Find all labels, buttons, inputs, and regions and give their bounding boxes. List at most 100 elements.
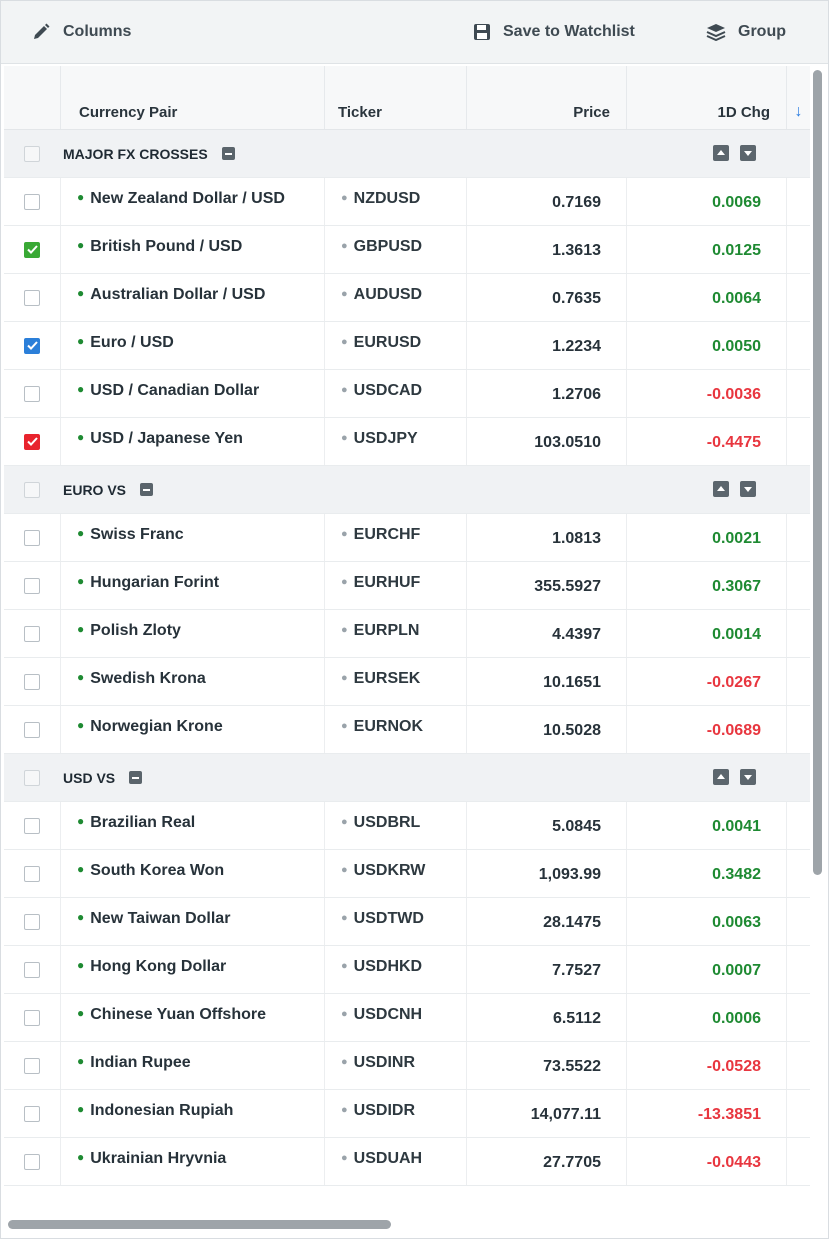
row-checkbox[interactable] (24, 1057, 40, 1074)
row-checkbox[interactable] (24, 961, 40, 978)
move-down-icon[interactable] (740, 481, 756, 497)
currency-pair-cell[interactable]: ● Polish Zloty (60, 610, 324, 657)
vertical-scrollbar[interactable] (813, 70, 824, 1220)
currency-pair-cell[interactable]: ● Swiss Franc (60, 514, 324, 561)
ticker-cell[interactable]: ● EURHUF (324, 562, 466, 609)
table-row[interactable]: ● Swedish Krona ● EURSEK 10.1651 -0.0267 (4, 658, 810, 706)
ticker-cell[interactable]: ● EURCHF (324, 514, 466, 561)
move-down-icon[interactable] (740, 769, 756, 785)
ticker-cell[interactable]: ● USDKRW (324, 850, 466, 897)
currency-pair-cell[interactable]: ● USD / Canadian Dollar (60, 370, 324, 417)
columns-button[interactable]: Columns (31, 1, 131, 63)
save-to-watchlist-button[interactable]: Save to Watchlist (473, 1, 635, 63)
table-row[interactable]: ● Hungarian Forint ● EURHUF 355.5927 0.3067 (4, 562, 810, 610)
row-checkbox[interactable] (24, 625, 40, 642)
row-checkbox[interactable] (24, 865, 40, 882)
horizontal-scroll-thumb[interactable] (8, 1220, 391, 1229)
move-up-icon[interactable] (713, 145, 729, 161)
header-currency-pair[interactable]: Currency Pair (60, 66, 324, 129)
table-row[interactable]: ● Chinese Yuan Offshore ● USDCNH 6.5112 0.000… (4, 994, 810, 1042)
row-checkbox[interactable] (24, 817, 40, 834)
table-row[interactable]: ● Australian Dollar / USD ● AUDUSD 0.7635 0.0… (4, 274, 810, 322)
ticker-cell[interactable]: ● USDBRL (324, 802, 466, 849)
table-row[interactable]: ● Polish Zloty ● EURPLN 4.4397 0.0014 (4, 610, 810, 658)
currency-pair-cell[interactable]: ● Australian Dollar / USD (60, 274, 324, 321)
ticker-cell[interactable]: ● USDIDR (324, 1090, 466, 1137)
move-down-icon[interactable] (740, 145, 756, 161)
table-row[interactable]: ● New Taiwan Dollar ● USDTWD 28.1475 0.0063 (4, 898, 810, 946)
table-row[interactable]: ● USD / Japanese Yen ● USDJPY 103.0510 -0.447… (4, 418, 810, 466)
table-row[interactable]: ● Indonesian Rupiah ● USDIDR 14,077.11 -13.38… (4, 1090, 810, 1138)
ticker-cell[interactable]: ● EURUSD (324, 322, 466, 369)
collapse-group-icon[interactable] (221, 147, 235, 160)
ticker-cell[interactable]: ● USDUAH (324, 1138, 466, 1185)
table-row[interactable]: ● Swiss Franc ● EURCHF 1.0813 0.0021 (4, 514, 810, 562)
horizontal-scrollbar[interactable] (4, 1218, 810, 1231)
ticker-cell[interactable]: ● EURSEK (324, 658, 466, 705)
vertical-scroll-thumb[interactable] (813, 70, 822, 875)
ticker-cell[interactable]: ● EURPLN (324, 610, 466, 657)
table-row[interactable]: ● Euro / USD ● EURUSD 1.2234 0.0050 (4, 322, 810, 370)
table-row[interactable]: ● Indian Rupee ● USDINR 73.5522 -0.0528 (4, 1042, 810, 1090)
table-row[interactable]: ● Norwegian Krone ● EURNOK 10.5028 -0.0689 (4, 706, 810, 754)
currency-pair-cell[interactable]: ● Hungarian Forint (60, 562, 324, 609)
ticker-cell[interactable]: ● AUDUSD (324, 274, 466, 321)
table-row[interactable]: ● USD / Canadian Dollar ● USDCAD 1.2706 -0.00… (4, 370, 810, 418)
move-up-icon[interactable] (713, 481, 729, 497)
row-checkbox[interactable] (24, 1105, 40, 1122)
currency-pair-cell[interactable]: ● USD / Japanese Yen (60, 418, 324, 465)
table-row[interactable]: ● South Korea Won ● USDKRW 1,093.99 0.3482 (4, 850, 810, 898)
currency-pair-cell[interactable]: ● Ukrainian Hryvnia (60, 1138, 324, 1185)
row-checkbox[interactable] (24, 193, 40, 210)
header-price[interactable]: Price (466, 66, 626, 129)
currency-pair-cell[interactable]: ● South Korea Won (60, 850, 324, 897)
header-1d-change[interactable]: 1D Chg (626, 66, 786, 129)
currency-pair-cell[interactable]: ● New Zealand Dollar / USD (60, 178, 324, 225)
collapse-group-icon[interactable] (129, 771, 143, 784)
row-checkbox[interactable] (24, 337, 40, 354)
sort-arrow-icon[interactable]: ↓ (786, 66, 810, 129)
currency-pair-cell[interactable]: ● Indonesian Rupiah (60, 1090, 324, 1137)
table-row[interactable]: ● Hong Kong Dollar ● USDHKD 7.7527 0.0007 (4, 946, 810, 994)
collapse-group-icon[interactable] (140, 483, 154, 496)
row-checkbox[interactable] (24, 673, 40, 690)
row-checkbox[interactable] (24, 385, 40, 402)
ticker-cell[interactable]: ● NZDUSD (324, 178, 466, 225)
row-checkbox[interactable] (24, 289, 40, 306)
ticker-cell[interactable]: ● USDINR (324, 1042, 466, 1089)
row-checkbox[interactable] (24, 913, 40, 930)
ticker-cell[interactable]: ● USDCNH (324, 994, 466, 1041)
row-checkbox[interactable] (24, 577, 40, 594)
table-row[interactable]: ● Ukrainian Hryvnia ● USDUAH 27.7705 -0.0443 (4, 1138, 810, 1186)
currency-pair-cell[interactable]: ● Euro / USD (60, 322, 324, 369)
table-row[interactable]: ● New Zealand Dollar / USD ● NZDUSD 0.7169 0.… (4, 178, 810, 226)
currency-pair-cell[interactable]: ● Hong Kong Dollar (60, 946, 324, 993)
row-checkbox[interactable] (24, 241, 40, 258)
currency-pair-cell[interactable]: ● Indian Rupee (60, 1042, 324, 1089)
row-checkbox[interactable] (24, 1009, 40, 1026)
group-button[interactable]: Group (706, 1, 786, 63)
ticker-cell[interactable]: ● GBPUSD (324, 226, 466, 273)
group-checkbox[interactable] (24, 769, 40, 786)
row-checkbox[interactable] (24, 721, 40, 738)
row-checkbox[interactable] (24, 1153, 40, 1170)
ticker-cell[interactable]: ● EURNOK (324, 706, 466, 753)
ticker-cell[interactable]: ● USDHKD (324, 946, 466, 993)
currency-pair-cell[interactable]: ● Chinese Yuan Offshore (60, 994, 324, 1041)
header-ticker[interactable]: Ticker (324, 66, 466, 129)
ticker-cell[interactable]: ● USDJPY (324, 418, 466, 465)
ticker-cell[interactable]: ● USDCAD (324, 370, 466, 417)
move-up-icon[interactable] (713, 769, 729, 785)
currency-pair-cell[interactable]: ● British Pound / USD (60, 226, 324, 273)
group-checkbox[interactable] (24, 481, 40, 498)
currency-pair-cell[interactable]: ● Swedish Krona (60, 658, 324, 705)
currency-pair-cell[interactable]: ● Norwegian Krone (60, 706, 324, 753)
currency-pair-cell[interactable]: ● Brazilian Real (60, 802, 324, 849)
ticker-cell[interactable]: ● USDTWD (324, 898, 466, 945)
group-checkbox[interactable] (24, 145, 40, 162)
table-row[interactable]: ● Brazilian Real ● USDBRL 5.0845 0.0041 (4, 802, 810, 850)
row-checkbox[interactable] (24, 529, 40, 546)
currency-pair-cell[interactable]: ● New Taiwan Dollar (60, 898, 324, 945)
table-row[interactable]: ● British Pound / USD ● GBPUSD 1.3613 0.0125 (4, 226, 810, 274)
row-checkbox[interactable] (24, 433, 40, 450)
